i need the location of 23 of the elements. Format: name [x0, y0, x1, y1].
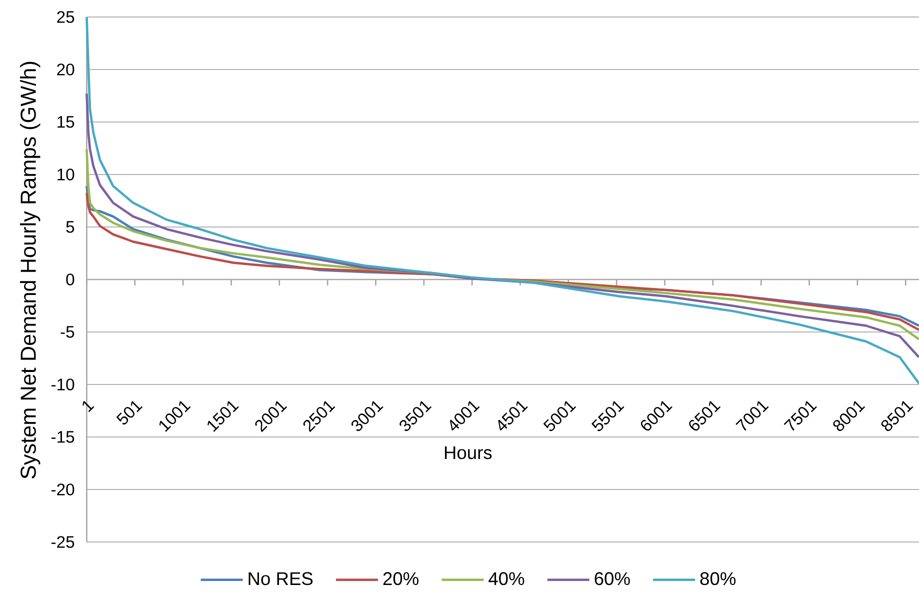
y-tick-label: -25 [51, 536, 74, 548]
legend-label: 80% [700, 572, 736, 586]
line-series [86, 16, 919, 385]
y-tick-label: -15 [51, 431, 74, 443]
x-axis-title: Hours [444, 446, 492, 460]
legend-label: 20% [383, 572, 418, 586]
y-tick-label: 25 [57, 11, 74, 23]
y-tick-label: -20 [51, 484, 74, 496]
y-tick-label: 15 [58, 116, 74, 128]
y-tick-label: 5 [66, 221, 74, 233]
legend-label: No RES [248, 572, 313, 586]
x-tick-label: 1 [82, 400, 94, 412]
x-tick-label: 501 [116, 401, 143, 425]
y-tick-label: -5 [60, 326, 74, 338]
legend-label: 40% [488, 572, 524, 586]
y-tick-label: 10 [58, 168, 74, 180]
line-series [86, 148, 919, 341]
legend-label: 60% [594, 572, 630, 586]
line-series [86, 92, 919, 358]
y-tick-label: 20 [57, 64, 74, 76]
y-tick-label: 0 [66, 274, 74, 286]
y-axis-title: System Net Demand Hourly Ramps (GW/h) [20, 62, 40, 479]
y-tick-label: -10 [51, 378, 74, 390]
